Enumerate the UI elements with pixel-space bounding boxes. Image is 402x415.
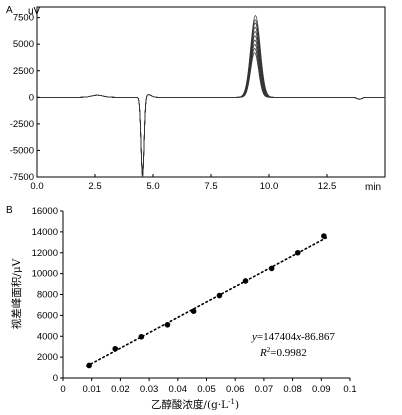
- chromatogram-trace: [37, 48, 385, 176]
- panel-b-y-tick-label: 12000: [32, 248, 58, 259]
- panel-a-y-tick-label: 7500: [13, 13, 34, 24]
- panel-b-x-tick-label: 0.1: [343, 384, 356, 395]
- fit-line: [86, 236, 328, 367]
- panel-a-y-tick-label: 5000: [13, 39, 34, 50]
- panel-b-x-tick-label: 0.04: [169, 384, 188, 395]
- data-point: [268, 265, 275, 272]
- chromatogram-trace: [37, 15, 385, 178]
- panel-a-frame: [36, 6, 386, 178]
- panel-b-y-tick-label: 8000: [37, 290, 58, 301]
- panel-a-x-tick-label: 10.0: [260, 181, 279, 192]
- panel-b-y-tick-label: 6000: [37, 310, 58, 321]
- panel-a-y-tick-label: -5000: [10, 145, 34, 156]
- panel-a-x-ticks: 0.0 2.5 5.0 7.5 10.0 12.5: [30, 174, 336, 192]
- data-point: [294, 249, 301, 256]
- panel-a-x-unit: min: [365, 182, 381, 193]
- fit-equation: y=147404x-86.867: [251, 331, 335, 343]
- panel-b-x-tick-label: 0.02: [111, 384, 130, 395]
- panel-a-y-tick-label: 0: [29, 92, 34, 103]
- panel-b-x-title-sup: -1: [228, 398, 235, 406]
- fit-equation-intercept: -86.867: [301, 331, 335, 343]
- panel-b-y-tick-label: 10000: [32, 269, 58, 280]
- fit-equation-x: x: [295, 331, 301, 343]
- fit-equation-y: y: [251, 331, 257, 343]
- panel-b-y-title: 视差峰面积/μV: [10, 258, 23, 329]
- panel-a-y-tick-label: 2500: [13, 66, 34, 77]
- chromatogram-trace: [37, 31, 385, 177]
- panel-b-y-tick-label: 0: [53, 373, 58, 384]
- chromatogram-panel: A uV min 0.0 2.5 5.0 7.5 10.0 12.5 7500 5000 25…: [6, 5, 386, 193]
- fit-equation-slope: =147404: [257, 331, 297, 343]
- chromatogram-trace: [37, 26, 385, 177]
- data-points: [86, 233, 327, 369]
- chromatogram-trace: [37, 35, 385, 176]
- fit-r-squared-sup: 2: [267, 346, 271, 354]
- panel-a-y-tick-label: -2500: [10, 119, 34, 130]
- data-point: [216, 292, 223, 299]
- panel-b-x-ticks: 0 0.01 0.02 0.03 0.04 0.05 0.06 0.07 0.08 0.09 0.1: [60, 378, 357, 395]
- fit-r-squared-r: R: [259, 347, 267, 359]
- panel-b-y-tick-label: 14000: [32, 227, 58, 238]
- fit-r-squared: R2=0.9982: [259, 346, 307, 359]
- chromatogram-trace: [37, 43, 385, 176]
- panel-b-y-tick-label: 16000: [32, 206, 58, 217]
- panel-b-x-tick-label: 0.01: [82, 384, 101, 395]
- panel-b-x-title-main: 乙醇酸浓度/(g·L: [151, 398, 228, 411]
- panel-b-x-tick-label: 0.09: [312, 384, 331, 395]
- chromatogram-trace: [37, 19, 385, 177]
- panel-a-y-ticks: 7500 5000 2500 0 -2500 -5000 -7500: [10, 13, 40, 183]
- data-point: [112, 345, 119, 352]
- calibration-panel: B 0 0.01 0.02 0.03 0.04 0.05 0.06 0.07 0.08 0.09 0…: [6, 205, 357, 411]
- data-point: [138, 333, 145, 340]
- panel-b-y-ticks: 16000 14000 12000 10000 8000 6000 4000 2000 0: [32, 206, 63, 384]
- data-point: [190, 308, 197, 315]
- panel-b-x-tick-label: 0.07: [255, 384, 274, 395]
- panel-b-x-tick-label: 0: [60, 384, 65, 395]
- panel-b-x-tick-label: 0.03: [140, 384, 159, 395]
- panel-a-x-tick-label: 7.5: [204, 181, 217, 192]
- panel-b-x-tick-label: 0.08: [283, 384, 302, 395]
- panel-b-y-tick-label: 2000: [37, 352, 58, 363]
- chromatogram-traces: [37, 15, 385, 178]
- panel-b-label: B: [6, 205, 13, 216]
- panel-b-y-tick-label: 4000: [37, 331, 58, 342]
- panel-a-x-tick-label: 5.0: [146, 181, 159, 192]
- panel-b-x-tick-label: 0.06: [226, 384, 245, 395]
- panel-a-x-tick-label: 12.5: [318, 181, 337, 192]
- panel-a-y-unit: uV: [28, 6, 41, 17]
- panel-b-x-title: 乙醇酸浓度/(g·L-1): [151, 398, 239, 411]
- panel-b-x-title-end: ): [235, 399, 239, 411]
- panel-a-label: A: [6, 5, 13, 16]
- panel-a-x-tick-label: 2.5: [88, 181, 101, 192]
- chromatogram-trace: [37, 22, 385, 177]
- data-point: [164, 321, 171, 328]
- chromatogram-trace: [37, 52, 385, 175]
- data-point: [242, 278, 249, 284]
- data-point: [86, 362, 92, 369]
- panel-a-x-tick-label: 0.0: [30, 181, 43, 192]
- panel-a-y-tick-label: -7500: [10, 172, 34, 183]
- panel-b-x-tick-label: 0.05: [197, 384, 216, 395]
- data-point: [321, 233, 327, 239]
- chromatogram-trace: [37, 39, 385, 176]
- fit-r-squared-value: =0.9982: [270, 347, 306, 359]
